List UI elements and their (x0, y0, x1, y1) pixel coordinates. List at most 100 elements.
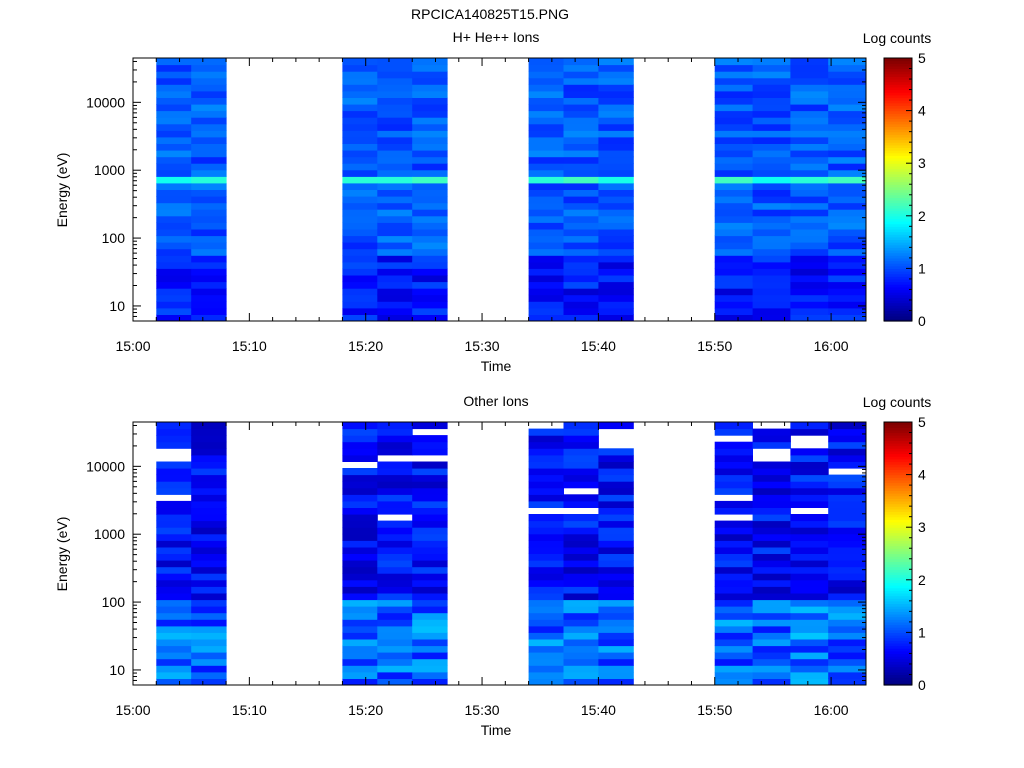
heatmap-cell (598, 540, 634, 548)
heatmap-cell (412, 652, 448, 660)
heatmap-cell (156, 136, 192, 144)
heatmap-cell (342, 222, 378, 230)
heatmap-cell (528, 275, 564, 283)
heatmap-cell (563, 202, 599, 210)
heatmap-cell (191, 58, 227, 66)
colorbar-swatch (884, 152, 912, 156)
heatmap-cell (598, 314, 634, 322)
heatmap-cell (563, 117, 599, 125)
colorbar-swatch (884, 181, 912, 185)
heatmap-cell (714, 136, 753, 144)
heatmap-cell (377, 307, 413, 315)
colorbar-swatch (884, 456, 912, 460)
heatmap-cell (563, 599, 599, 607)
heatmap-cell (752, 560, 791, 568)
heatmap-cell (828, 461, 867, 469)
heatmap-cell (412, 606, 448, 614)
heatmap-cell (191, 481, 227, 489)
heatmap-cell (714, 288, 753, 296)
heatmap-cell (563, 268, 599, 276)
heatmap-cell (412, 468, 448, 476)
heatmap-cell (563, 97, 599, 105)
colorbar-swatch (884, 532, 912, 536)
heatmap-cell (377, 573, 413, 581)
heatmap-cell (598, 248, 634, 256)
heatmap-cell (156, 196, 192, 204)
heatmap-cell (752, 665, 791, 673)
colorbar-swatch (884, 514, 912, 518)
colorbar-swatch (884, 297, 912, 301)
heatmap-cell (191, 261, 227, 269)
heatmap-cell (191, 143, 227, 151)
heatmap-cell (342, 150, 378, 158)
heatmap-cell (752, 64, 791, 72)
colorbar-swatch (884, 585, 912, 589)
heatmap-cell (191, 196, 227, 204)
colorbar-swatch (884, 479, 912, 484)
heatmap-cell (342, 481, 378, 489)
heatmap-cell (714, 189, 753, 197)
heatmap-cell (790, 229, 829, 237)
heatmap-cell (828, 540, 867, 548)
heatmap-cell (156, 658, 192, 666)
heatmap-cell (828, 678, 867, 686)
colorbar-swatch (884, 648, 912, 652)
heatmap-cell (191, 671, 227, 679)
heatmap-cell (714, 123, 753, 131)
heatmap-cell (156, 301, 192, 309)
heatmap-cell (563, 215, 599, 223)
heatmap-cell (563, 422, 599, 430)
heatmap-cell (528, 579, 564, 587)
heatmap-cell (377, 314, 413, 322)
heatmap-cell (412, 665, 448, 673)
heatmap-cell (752, 307, 791, 315)
colorbar-swatch (884, 487, 912, 491)
heatmap-cell (598, 110, 634, 118)
heatmap-cell (752, 123, 791, 131)
heatmap-cell (412, 307, 448, 315)
heatmap-cell (412, 533, 448, 541)
heatmap-cell (714, 215, 753, 223)
heatmap-cell (342, 117, 378, 125)
heatmap-cell (156, 573, 192, 581)
heatmap-cell (752, 189, 791, 197)
heatmap-cell (191, 156, 227, 164)
heatmap-cell (790, 481, 829, 489)
colorbar-swatch (884, 450, 912, 455)
heatmap-cell (412, 209, 448, 217)
heatmap-cell (714, 143, 753, 151)
heatmap-cell (714, 593, 753, 601)
heatmap-cell (377, 566, 413, 574)
heatmap-cell (828, 123, 867, 131)
colorbar-swatch (884, 307, 912, 312)
heatmap-cell (714, 507, 753, 515)
heatmap-cell (563, 104, 599, 112)
colorbar-swatch (884, 157, 912, 162)
heatmap-cell (342, 560, 378, 568)
colorbar: 0 1 2 3 4 5 (883, 414, 926, 693)
colorbar-swatch (884, 490, 912, 494)
heatmap-cell (598, 176, 634, 184)
heatmap-cell (828, 64, 867, 72)
heatmap-cell (412, 288, 448, 296)
heatmap-cell (598, 202, 634, 210)
colorbar-swatch (884, 566, 912, 570)
colorbar-swatch (884, 600, 912, 605)
colorbar-swatch (884, 115, 912, 120)
colorbar-swatch (884, 100, 912, 104)
x-tick-label: 15:30 (465, 338, 500, 354)
heatmap-cell (412, 182, 448, 190)
heatmap-cell (790, 520, 829, 528)
heatmap-cell (412, 671, 448, 679)
heatmap-cell (377, 553, 413, 561)
colorbar-tick-label: 0 (918, 677, 926, 693)
heatmap-cell (714, 428, 753, 436)
heatmap-cell (156, 314, 192, 322)
heatmap-cell (528, 454, 564, 462)
heatmap-cell (377, 248, 413, 256)
heatmap-cell (598, 671, 634, 679)
heatmap-cell (563, 248, 599, 256)
heatmap-cell (598, 645, 634, 653)
heatmap-cell (342, 189, 378, 197)
colorbar-swatch (884, 126, 912, 130)
